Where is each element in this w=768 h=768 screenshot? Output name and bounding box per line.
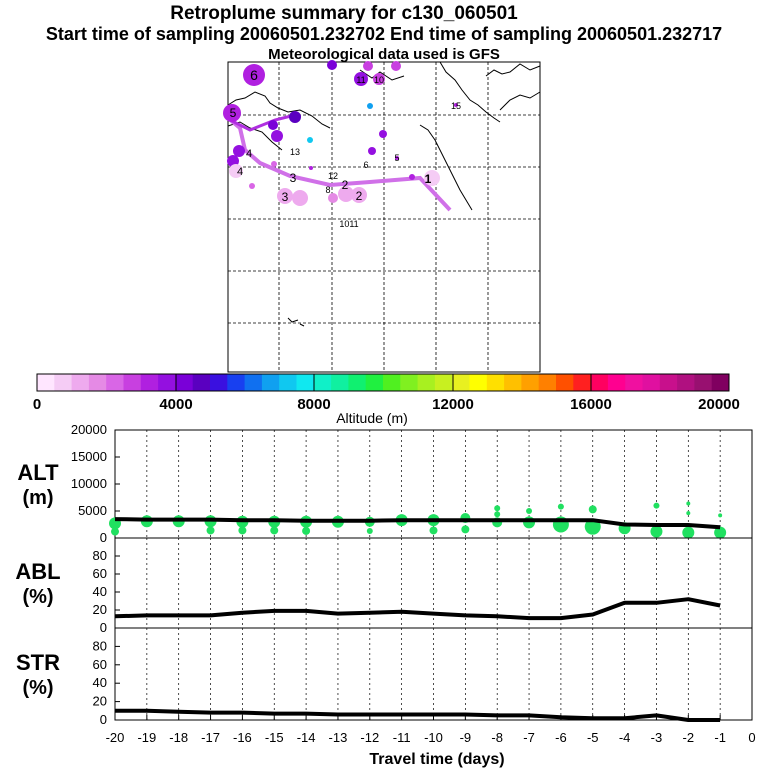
map-marker — [233, 145, 245, 157]
map-marker — [271, 130, 283, 142]
map-marker — [229, 164, 243, 178]
map-label: 13 — [290, 147, 300, 157]
map-marker — [454, 103, 458, 107]
map-label: 1011 — [339, 219, 358, 229]
map-marker — [271, 161, 277, 167]
map-marker — [354, 72, 368, 86]
map-marker — [391, 61, 401, 71]
map-marker — [395, 156, 399, 160]
map-marker — [373, 73, 385, 85]
coastlines — [227, 61, 541, 327]
map-label: 1 — [425, 172, 432, 186]
map-marker — [223, 104, 241, 122]
map-marker — [367, 103, 373, 109]
map-label: 2 — [342, 178, 349, 192]
met-data-line: Meteorological data used is GFS — [268, 46, 500, 63]
map-labels: 6 5 1 2 3 4 3 2 4 10 11 12 13 1011 15 6 … — [230, 67, 461, 229]
map-label: 8 — [325, 185, 330, 195]
map-marker — [268, 120, 278, 130]
map-label: 11 — [356, 75, 365, 85]
map-marker — [368, 147, 376, 155]
map-marker — [379, 130, 387, 138]
chart-title: Retroplume summary for c130_060501 — [170, 3, 518, 24]
map-label: 6 — [250, 67, 258, 83]
map-label: 5 — [230, 106, 237, 120]
map-marker — [338, 186, 354, 202]
trajectory-path — [226, 113, 452, 212]
map-marker — [249, 183, 255, 189]
map-marker — [277, 188, 293, 204]
map-marker — [309, 166, 313, 170]
map-marker — [351, 187, 367, 203]
map-marker — [243, 64, 265, 86]
sampling-time-line: Start time of sampling 20060501.232702 E… — [45, 24, 723, 44]
map-label: 10 — [374, 75, 384, 85]
map-marker — [328, 193, 338, 203]
map-label: 3 — [282, 190, 289, 204]
trajectory-markers — [223, 60, 458, 206]
map-label: 4 — [246, 148, 252, 160]
map-label: 5 — [394, 153, 399, 163]
map-label: 3 — [290, 171, 297, 185]
map-marker — [307, 137, 313, 143]
map-marker — [409, 174, 415, 180]
map-marker — [363, 61, 373, 71]
map-marker — [289, 111, 301, 123]
map-label: 12 — [328, 171, 338, 181]
map-label: 4 — [237, 166, 243, 178]
map-marker — [327, 60, 337, 70]
map-marker — [424, 170, 440, 186]
map-gridlines — [228, 62, 540, 372]
map-marker — [292, 190, 308, 206]
map-label: 2 — [356, 189, 363, 203]
map-label: 15 — [451, 101, 461, 111]
map-label: 6 — [363, 160, 368, 170]
